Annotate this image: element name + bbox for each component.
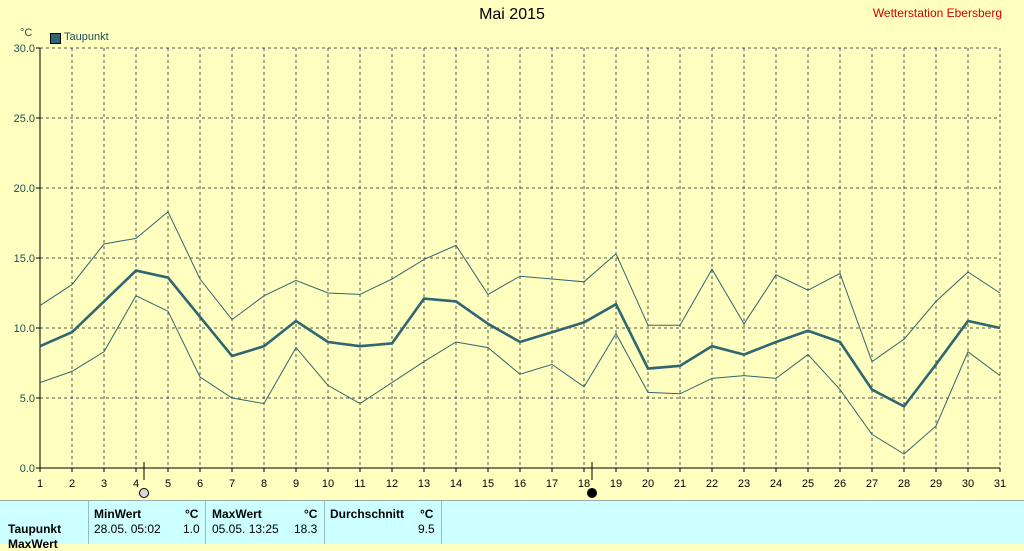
min-header: MinWert [94,507,142,521]
x-tick-label: 25 [802,478,814,490]
filled-marker-icon [587,488,597,498]
x-tick-label: 17 [546,478,558,490]
x-tick-label: 13 [418,478,430,490]
legend-label: Taupunkt [64,31,109,43]
max-unit: °C [304,507,318,521]
stats-panel: Taupunkt MaxWert MinWert °C 28.05. 05:02… [0,500,1024,551]
x-tick-label: 26 [834,478,846,490]
series-line-max [39,211,1001,363]
x-tick-label: 14 [450,478,462,490]
chart-title: Mai 2015 [479,6,545,23]
max-value: 18.3 [294,522,318,536]
x-tick-labels: 1 2 3 4 5 6 7 8 9 10 11 12 13 14 15 16 17 18 19 20 21 22 23 24 2… [37,478,1006,490]
x-tick-label: 5 [165,478,171,490]
x-tick-label: 27 [866,478,878,490]
y-tick-label: 25.0 [14,113,35,125]
stats-row-label-2: MaxWert [8,537,58,551]
axes [36,47,1001,472]
series-line-mean [39,269,1001,409]
max-datetime: 05.05. 13:25 [212,522,279,536]
stats-row-label: Taupunkt [8,522,62,536]
avg-header: Durchschnitt [330,507,405,521]
avg-unit: °C [420,507,434,521]
legend-swatch [50,33,61,44]
x-tick-label: 9 [293,478,299,490]
open-marker-icon [139,488,149,498]
x-tick-label: 2 [69,478,75,490]
y-tick-label: 10.0 [14,323,35,335]
x-tick-label: 23 [738,478,750,490]
x-tick-label: 21 [674,478,686,490]
min-unit: °C [185,507,199,521]
x-tick-label: 7 [229,478,235,490]
x-tick-label: 10 [322,478,334,490]
y-axis-unit: °C [20,27,33,39]
station-name: Wetterstation Ebersberg [872,6,1002,20]
max-header: MaxWert [212,507,262,521]
min-value: 1.0 [183,522,200,536]
y-tick-label: 15.0 [14,253,35,265]
y-tick-label: 0.0 [20,463,35,475]
x-tick-label: 31 [994,478,1006,490]
y-tick-label: 5.0 [20,393,35,405]
stats-avg-column [325,501,442,544]
chart-plot: 0.05.010.015.020.025.030.0 1 2 3 4 5 6 7 8 9 10 11… [14,43,1006,498]
x-tick-label: 8 [261,478,267,490]
x-tick-label: 15 [482,478,494,490]
x-tick-label: 20 [642,478,654,490]
stats-min-column [89,501,206,544]
series-lines [39,211,1001,455]
x-tick-label: 4 [133,478,139,490]
x-tick-label: 29 [930,478,942,490]
day-markers [139,462,597,498]
x-tick-label: 12 [386,478,398,490]
series-line-min [39,295,1001,455]
x-tick-label: 3 [101,478,107,490]
stats-max-column [206,501,325,544]
y-tick-label: 30.0 [14,43,35,55]
min-datetime: 28.05. 05:02 [94,522,161,536]
y-tick-label: 20.0 [14,183,35,195]
stats-label-column [0,501,89,544]
avg-value: 9.5 [418,522,435,536]
x-tick-label: 28 [898,478,910,490]
x-tick-label: 18 [578,478,590,490]
x-tick-label: 1 [37,478,43,490]
x-tick-label: 16 [514,478,526,490]
x-tick-label: 30 [962,478,974,490]
x-tick-label: 22 [706,478,718,490]
y-tick-labels: 0.0 5.0 10.0 15.0 20.0 25.0 30.0 [14,43,35,475]
x-tick-label: 11 [354,478,365,490]
x-tick-label: 6 [197,478,203,490]
x-tick-label: 24 [770,478,782,490]
x-tick-label: 19 [610,478,622,490]
grid-lines [40,47,1001,468]
